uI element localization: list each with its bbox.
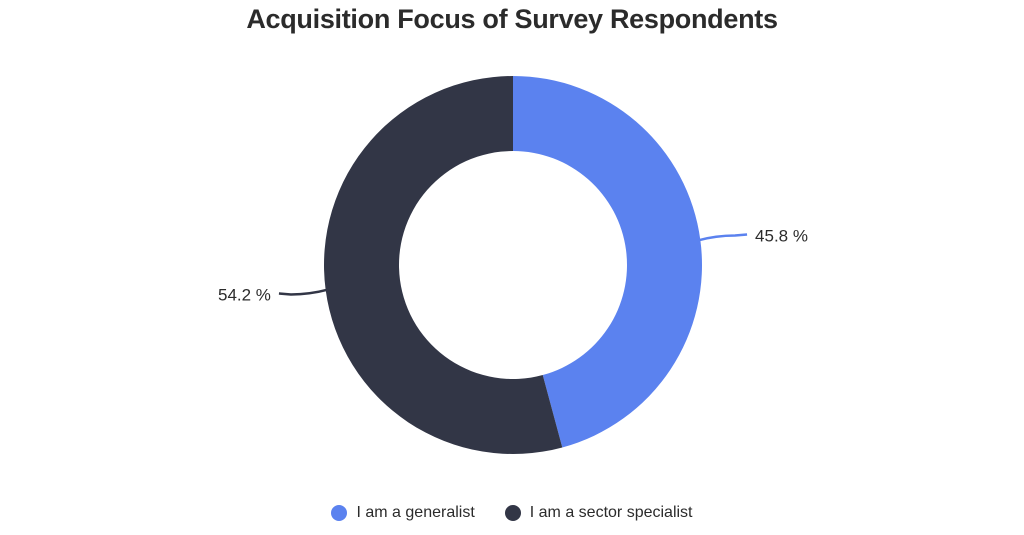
chart-legend: I am a generalist I am a sector speciali… [0,504,1024,522]
legend-swatch-sector-specialist [504,505,521,521]
donut-slice-sector-specialist[interactable] [323,76,563,454]
value-label-sector-specialist: 54.2 % [218,285,271,304]
chart-title: Acquisition Focus of Survey Respondents [246,4,778,34]
legend-item-sector-specialist[interactable]: I am a sector specialist [504,504,693,522]
leader-line-sector-specialist [278,288,329,296]
value-label-generalist: 45.8 % [755,227,808,246]
legend-item-generalist[interactable]: I am a generalist [331,504,475,522]
leader-line-generalist [697,233,748,242]
donut-slice-generalist[interactable] [513,76,702,448]
legend-label-sector-specialist: I am a sector specialist [529,504,693,521]
legend-swatch-generalist [331,505,348,521]
legend-label-generalist: I am a generalist [356,504,475,521]
